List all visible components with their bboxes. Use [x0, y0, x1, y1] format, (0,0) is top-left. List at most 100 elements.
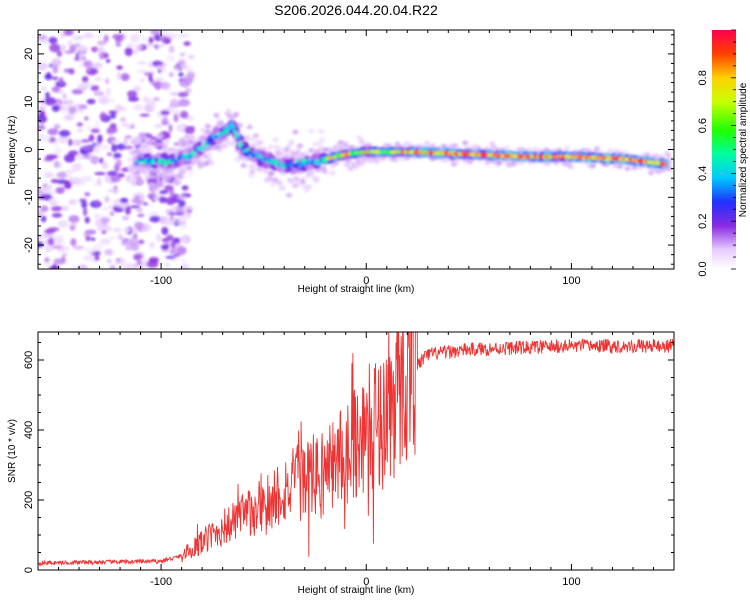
- noise-blob: [106, 87, 111, 97]
- noise-blob: [129, 33, 140, 43]
- noise-blob: [86, 124, 92, 131]
- halo-blob: [236, 122, 243, 128]
- ridge-blob-core: [191, 151, 197, 156]
- noise-blob: [165, 39, 170, 44]
- y-tick-label: 0: [23, 567, 35, 573]
- noise-blob: [99, 157, 104, 164]
- noise-blob: [183, 41, 191, 46]
- noise-blob: [76, 122, 84, 127]
- halo-blob: [293, 176, 300, 182]
- noise-blob: [177, 195, 187, 200]
- halo-blob: [308, 148, 315, 153]
- noise-blob: [85, 235, 91, 242]
- noise-blob: [104, 249, 114, 256]
- noise-blob: [78, 53, 84, 62]
- halo-blob: [297, 143, 304, 149]
- halo-blob: [607, 147, 614, 153]
- noise-blob: [44, 97, 57, 106]
- noise-blob: [106, 170, 118, 177]
- halo-blob: [206, 152, 213, 158]
- noise-blob: [178, 98, 190, 107]
- noise-blob: [151, 189, 156, 196]
- x-tick-label: 0: [363, 576, 369, 588]
- noise-blob: [164, 184, 174, 192]
- halo-blob: [308, 128, 315, 134]
- noise-blob: [93, 243, 103, 252]
- ridge-blob-core: [300, 161, 305, 166]
- noise-blob: [150, 30, 161, 36]
- noise-blob: [168, 45, 175, 54]
- halo-blob: [270, 181, 277, 187]
- noise-blob: [139, 194, 144, 202]
- noise-blob: [64, 153, 76, 163]
- noise-blob: [133, 263, 140, 267]
- halo-blob: [190, 160, 197, 166]
- noise-blob: [53, 258, 65, 265]
- halo-blob: [262, 168, 269, 174]
- y-tick-label: 20: [23, 48, 35, 60]
- noise-blob: [166, 234, 174, 242]
- halo-blob: [321, 169, 328, 175]
- noise-blob: [92, 62, 103, 69]
- noise-blob: [38, 152, 41, 159]
- noise-blob: [148, 36, 154, 44]
- ridge-blob-core: [305, 161, 310, 166]
- noise-blob: [38, 124, 46, 131]
- noise-blob: [40, 205, 49, 213]
- ridge-blob-core: [257, 154, 262, 159]
- noise-blob: [40, 215, 47, 223]
- noise-blob: [154, 180, 164, 188]
- noise-blob: [109, 264, 116, 269]
- halo-blob: [288, 139, 295, 145]
- chart-title: S206.2026.044.20.04.R22: [274, 2, 438, 18]
- halo-blob: [280, 185, 286, 191]
- noise-blob: [86, 98, 96, 105]
- noise-blob: [179, 52, 186, 57]
- halo-blob: [568, 164, 574, 170]
- halo-blob: [179, 139, 185, 145]
- noise-blob: [78, 264, 88, 269]
- halo-blob: [225, 108, 232, 114]
- noise-blob: [72, 139, 82, 147]
- noise-blob: [109, 123, 117, 129]
- noise-blob: [99, 52, 104, 61]
- ridge-blob-core: [224, 129, 229, 134]
- y-tick-label: 400: [23, 421, 35, 439]
- noise-blob: [169, 72, 174, 78]
- noise-blob: [78, 104, 88, 110]
- spectrogram-ylabel: Frequency (Hz): [7, 116, 18, 185]
- halo-blob: [303, 151, 310, 157]
- halo-blob: [142, 143, 149, 149]
- noise-blob: [76, 128, 84, 133]
- halo-blob: [504, 145, 510, 151]
- halo-blob: [399, 156, 406, 162]
- halo-blob: [305, 184, 312, 190]
- halo-blob: [430, 143, 437, 149]
- noise-blob: [81, 201, 88, 209]
- noise-blob: [176, 246, 187, 256]
- halo-blob: [222, 143, 229, 149]
- noise-blob: [133, 104, 144, 111]
- colorbar-ticks: 0.0 0.2 0.4 0.6 0.8: [697, 29, 736, 277]
- noise-blob: [97, 222, 103, 232]
- noise-blob: [137, 239, 145, 245]
- ridge-blob-core: [232, 129, 238, 134]
- noise-blob: [169, 190, 175, 198]
- noise-blob: [159, 81, 171, 90]
- noise-blob: [127, 123, 134, 127]
- noise-blob: [156, 44, 166, 48]
- noise-blob: [95, 199, 100, 206]
- noise-blob: [141, 37, 148, 41]
- noise-blob: [47, 128, 59, 136]
- halo-blob: [665, 152, 672, 158]
- noise-blob: [181, 237, 187, 244]
- noise-blob: [68, 199, 78, 205]
- noise-blob: [173, 67, 179, 72]
- noise-blob: [153, 97, 160, 102]
- halo-blob: [288, 179, 295, 184]
- noise-blob: [107, 188, 119, 193]
- noise-blob: [118, 234, 123, 241]
- noise-blob: [112, 227, 122, 233]
- noise-blob: [96, 40, 107, 46]
